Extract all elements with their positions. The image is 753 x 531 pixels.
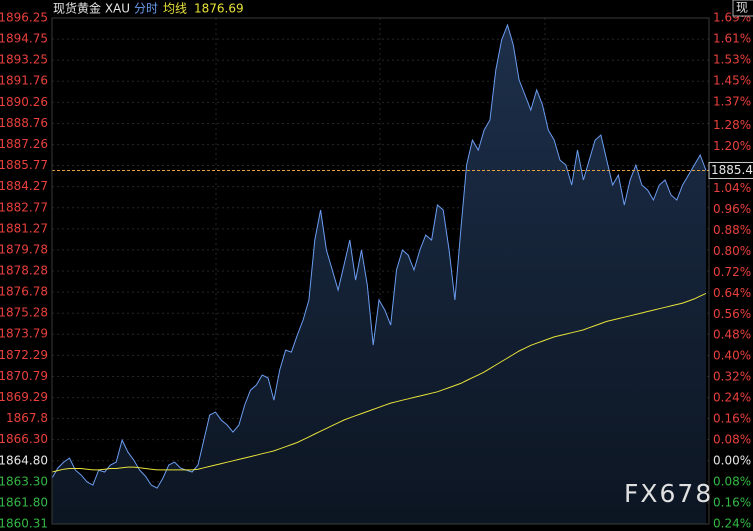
y2-tick-label: 0.16%: [713, 412, 751, 426]
y-tick-label: 1861.80: [0, 496, 48, 510]
y-tick-label: 1872.29: [0, 348, 48, 362]
y2-tick-label: 1.61%: [713, 31, 751, 45]
y-tick-label: 1870.79: [0, 369, 48, 383]
price-line: [51, 23, 707, 489]
legend-price: 分时: [134, 2, 158, 16]
y-tick-label: 1881.27: [0, 221, 48, 235]
y-tick-label: 1884.27: [0, 179, 48, 193]
y2-tick-label: 0.24%: [713, 391, 751, 405]
y2-tick-label: 1.53%: [713, 52, 751, 66]
average-line: [51, 292, 707, 473]
y-tick-label: 1893.25: [0, 53, 48, 67]
y-tick-label: 1869.29: [0, 390, 48, 404]
legend-average: 均线: [163, 2, 187, 16]
y-tick-label: 1879.78: [0, 242, 48, 256]
average-value: 1876.69: [194, 2, 244, 16]
corner-label[interactable]: 现: [736, 1, 748, 15]
y-tick-label: 1888.76: [0, 116, 48, 130]
y2-tick-label: 0.96%: [713, 202, 751, 216]
corner-button[interactable]: [732, 0, 753, 17]
y-tick-label: 1890.26: [0, 95, 48, 109]
y2-tick-label: 0.00%: [713, 454, 751, 468]
y2-tick-label: 1.04%: [713, 181, 751, 195]
y-tick-label: 1866.30: [0, 432, 48, 446]
y2-tick-label: 0.08%: [713, 433, 751, 447]
y-tick-label: 1863.30: [0, 474, 48, 488]
y2-tick-label: 1.37%: [713, 94, 751, 108]
plot-frame: [51, 17, 710, 525]
y2-tick-label: 0.72%: [713, 265, 751, 279]
y2-tick-label: 0.80%: [713, 244, 751, 258]
y-tick-label: 1864.80: [0, 453, 48, 467]
y-tick-label: 1876.78: [0, 285, 48, 299]
y2-tick-label: 0.48%: [713, 328, 751, 342]
y2-tick-label: 1.20%: [713, 139, 751, 153]
y2-tick-label: 0.32%: [713, 370, 751, 384]
y-tick-label: 1875.28: [0, 306, 48, 320]
price-area: [52, 25, 706, 524]
last-price-label: 1885.42: [711, 163, 753, 177]
y-tick-label: 1896.25: [0, 11, 48, 25]
y-tick-label: 1882.77: [0, 200, 48, 214]
y2-tick-label: 0.64%: [713, 286, 751, 300]
y-tick-label: 1887.26: [0, 137, 48, 151]
axes: 1896.25 1894.75 1893.25 1891.76 1890.26 1888.…: [0, 11, 753, 531]
y2-tick-label: 0.56%: [713, 307, 751, 321]
y2-tick-label: 0.40%: [713, 349, 751, 363]
y-tick-label: 1878.28: [0, 264, 48, 278]
y2-tick-label: 0.24%: [713, 517, 751, 531]
y2-tick-label: 0.88%: [713, 223, 751, 237]
y-tick-label: 1885.77: [0, 158, 48, 172]
y2-tick-label: 0.16%: [713, 496, 751, 510]
y-tick-label: 1860.31: [0, 517, 48, 531]
header: 现货黄金 XAU 分时 均线 1876.69: [53, 1, 244, 16]
y2-tick-label: 1.45%: [713, 73, 751, 87]
instrument-title: 现货黄金 XAU: [53, 1, 130, 16]
y-tick-label: 1894.75: [0, 32, 48, 46]
watermark: FX678: [624, 479, 713, 508]
y2-tick-label: 0.08%: [713, 475, 751, 489]
y2-tick-label: 1.28%: [713, 118, 751, 132]
y-tick-label: 1867.8: [6, 411, 48, 425]
y-tick-label: 1891.76: [0, 74, 48, 88]
plot: [51, 23, 709, 524]
y-tick-label: 1873.79: [0, 327, 48, 341]
last-price-box: [708, 161, 753, 179]
